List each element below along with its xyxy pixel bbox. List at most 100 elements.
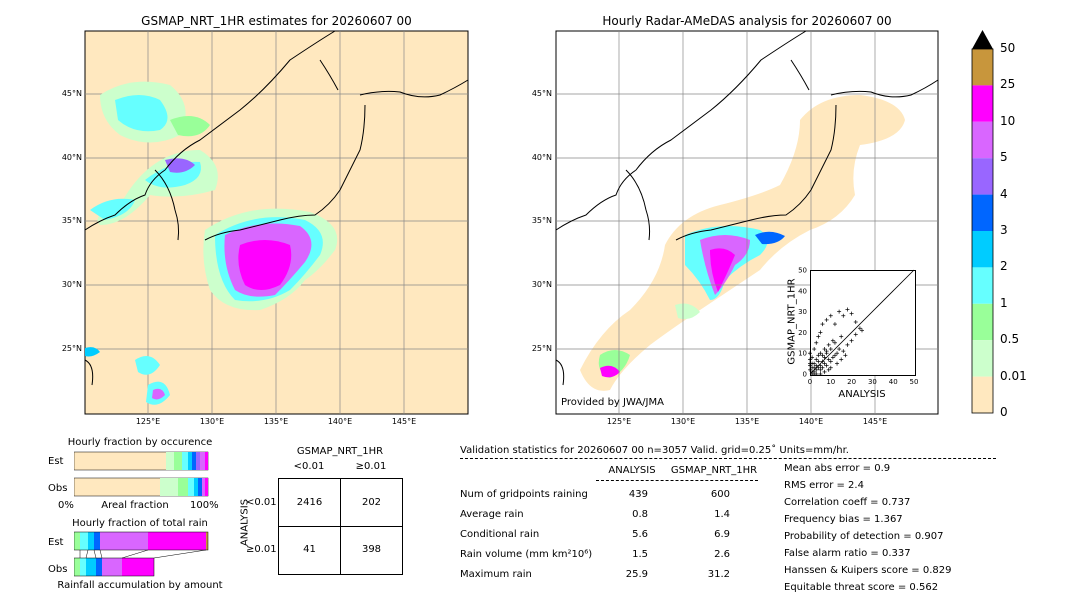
scatter-ytick: 30 <box>798 308 807 316</box>
colorbar-segment <box>972 121 993 159</box>
left-lon-label: 140°E <box>327 417 353 426</box>
validation-row-gsmap: 2.6 <box>714 549 730 560</box>
validation-col-gsmap: GSMAP_NRT_1HR <box>670 465 758 476</box>
scatter-point <box>849 311 854 316</box>
scatter-point <box>810 365 815 370</box>
left-lat-label: 45°N <box>61 89 82 98</box>
scatter-point <box>818 330 823 335</box>
validation-row-gsmap: 600 <box>710 489 730 500</box>
score-line: RMS error = 2.4 <box>784 480 864 491</box>
occurrence-obs-label: Obs <box>48 483 68 494</box>
right-lon-label: 140°E <box>798 417 824 426</box>
colorbar-label: 0.01 <box>1000 368 1027 383</box>
scatter-xlabel: ANALYSIS <box>838 389 886 400</box>
scatter-point <box>826 357 831 362</box>
total-rain-xlabel: Rainfall accumulation by amount <box>57 580 223 591</box>
scatter-xtick: 10 <box>826 378 835 386</box>
score-line: Hanssen & Kuipers score = 0.829 <box>784 565 952 576</box>
scatter-point <box>810 355 815 360</box>
total-rain-obs-seg <box>96 558 102 576</box>
occurrence-obs-seg <box>194 478 198 496</box>
scatter-point <box>816 359 821 364</box>
scatter-point <box>814 372 819 376</box>
occurrence-est-seg <box>192 452 196 470</box>
total-rain-est-seg <box>88 532 94 550</box>
scatter-ytick: 10 <box>798 350 807 358</box>
scatter-point <box>818 351 823 356</box>
total-rain-bars <box>74 531 209 577</box>
validation-divider <box>460 458 996 459</box>
scatter-point <box>808 351 812 356</box>
right-lat-label: 45°N <box>531 89 552 98</box>
scatter-point <box>828 347 833 352</box>
occurrence-obs-seg <box>198 478 202 496</box>
contingency-cell: 398 <box>361 544 382 555</box>
scatter-point <box>830 355 835 360</box>
left-lon-label: 125°E <box>135 417 161 426</box>
colorbar-segment <box>972 231 993 268</box>
scatter-point <box>820 365 825 370</box>
left-lat-label: 40°N <box>61 153 82 162</box>
contingency-title: GSMAP_NRT_1HR <box>296 446 384 457</box>
contingency-cell: 41 <box>303 544 316 555</box>
scatter-xtick: 40 <box>889 378 898 386</box>
validation-header: Validation statistics for 20260607 00 n=… <box>460 445 849 456</box>
scatter-point <box>828 313 833 318</box>
scatter-point <box>814 367 819 372</box>
scatter-xtick: 50 <box>910 378 919 386</box>
right-lon-label: 145°E <box>862 417 888 426</box>
scatter-point <box>824 363 829 368</box>
scatter-point <box>816 334 821 339</box>
scatter-point <box>835 351 840 356</box>
scatter-point <box>824 317 829 322</box>
score-line: False alarm ratio = 0.337 <box>784 548 911 559</box>
colorbar-segment <box>972 303 993 341</box>
scatter-point <box>837 347 842 352</box>
colorbar-label: 2 <box>1000 259 1008 274</box>
total-rain-est-seg <box>94 532 100 550</box>
contingency-row-header: ≥0.01 <box>246 544 277 555</box>
total-rain-est-seg <box>100 532 148 550</box>
colorbar-segment <box>972 340 993 377</box>
occurrence-est-label: Est <box>48 456 64 467</box>
scatter-ytick: 20 <box>798 329 807 337</box>
occurrence-est-seg <box>200 452 205 470</box>
right-lon-label: 125°E <box>606 417 632 426</box>
left-rain-field <box>85 81 338 405</box>
scatter-point <box>816 353 821 358</box>
contingency-cell: 202 <box>361 497 382 508</box>
right-lat-label: 35°N <box>531 216 552 225</box>
occurrence-est-seg <box>188 452 192 470</box>
scatter-point <box>841 349 846 354</box>
contingency-table: 2416 202 41 398 <box>278 478 403 575</box>
scatter-xtick: 30 <box>868 378 877 386</box>
left-lon-label: 145°E <box>391 417 417 426</box>
validation-col-analysis: ANALYSIS <box>608 465 656 476</box>
scatter-plot-area <box>810 270 916 376</box>
occurrence-obs-seg <box>202 478 205 496</box>
total-rain-obs-seg <box>86 558 96 576</box>
score-line: Equitable threat score = 0.562 <box>784 582 939 593</box>
occurrence-est-seg <box>196 452 200 470</box>
colorbar-label: 0.5 <box>1000 332 1020 347</box>
scatter-point <box>818 367 823 372</box>
left-lon-label: 130°E <box>199 417 225 426</box>
scatter-xtick: 20 <box>847 378 856 386</box>
score-line: Mean abs error = 0.9 <box>784 463 891 474</box>
colorbar-over-arrow <box>972 30 993 49</box>
scatter-point <box>841 313 846 318</box>
colorbar <box>971 30 994 414</box>
right-map-title: Hourly Radar-AMeDAS analysis for 2026060… <box>602 14 892 28</box>
total-rain-obs-seg <box>80 558 86 576</box>
validation-row-label: Num of gridpoints raining <box>460 489 588 500</box>
scatter-point <box>853 320 858 324</box>
validation-row-gsmap: 6.9 <box>714 529 730 540</box>
validation-row-analysis: 25.9 <box>625 569 648 580</box>
colorbar-segment <box>972 194 993 231</box>
validation-row-analysis: 5.6 <box>632 529 648 540</box>
right-lat-label: 30°N <box>531 280 552 289</box>
occurrence-x0: 0% <box>58 500 74 511</box>
occurrence-est-seg <box>182 452 188 470</box>
score-line: Probability of detection = 0.907 <box>784 531 944 542</box>
scatter-plot: 0 10 20 30 40 50 0 10 20 30 40 50 <box>798 267 919 387</box>
